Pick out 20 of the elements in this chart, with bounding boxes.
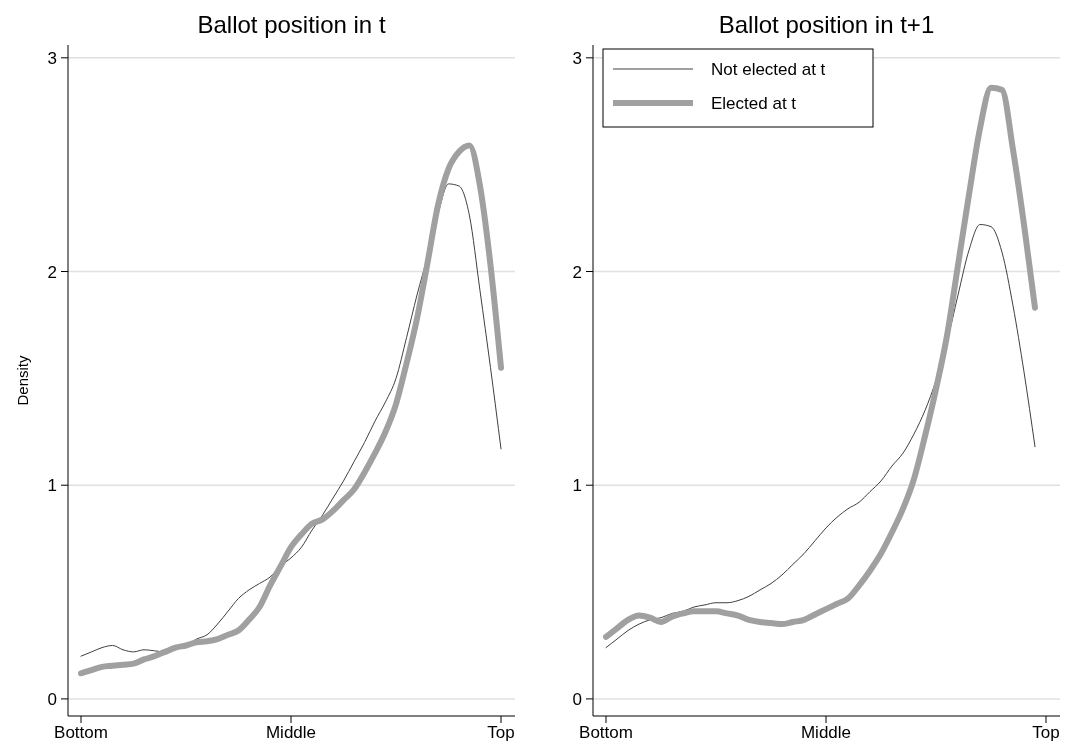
y-tick-label: 2 [572, 262, 582, 282]
y-axis-title: Density [14, 355, 31, 406]
y-tick-label: 1 [47, 476, 57, 496]
legend-label: Elected at t [711, 94, 797, 113]
y-tick-label: 3 [47, 48, 57, 68]
chart-title: Ballot position in t+1 [718, 11, 935, 38]
y-tick-label: 0 [47, 689, 57, 709]
x-tick-label: Middle [800, 723, 852, 742]
y-tick-label: 2 [47, 262, 57, 282]
y-tick-label: 0 [572, 689, 582, 709]
legend-label: Not elected at t [711, 60, 826, 79]
line-series [605, 224, 1036, 649]
x-tick-label: Top [487, 723, 515, 742]
x-tick-label: Bottom [54, 723, 108, 742]
chart-title: Ballot position in t [197, 11, 386, 38]
x-tick-label: Middle [265, 723, 317, 742]
x-tick-label: Bottom [579, 723, 633, 742]
y-tick-label: 3 [572, 48, 582, 68]
x-tick-label: Top [1032, 723, 1060, 742]
y-tick-label: 1 [572, 476, 582, 496]
